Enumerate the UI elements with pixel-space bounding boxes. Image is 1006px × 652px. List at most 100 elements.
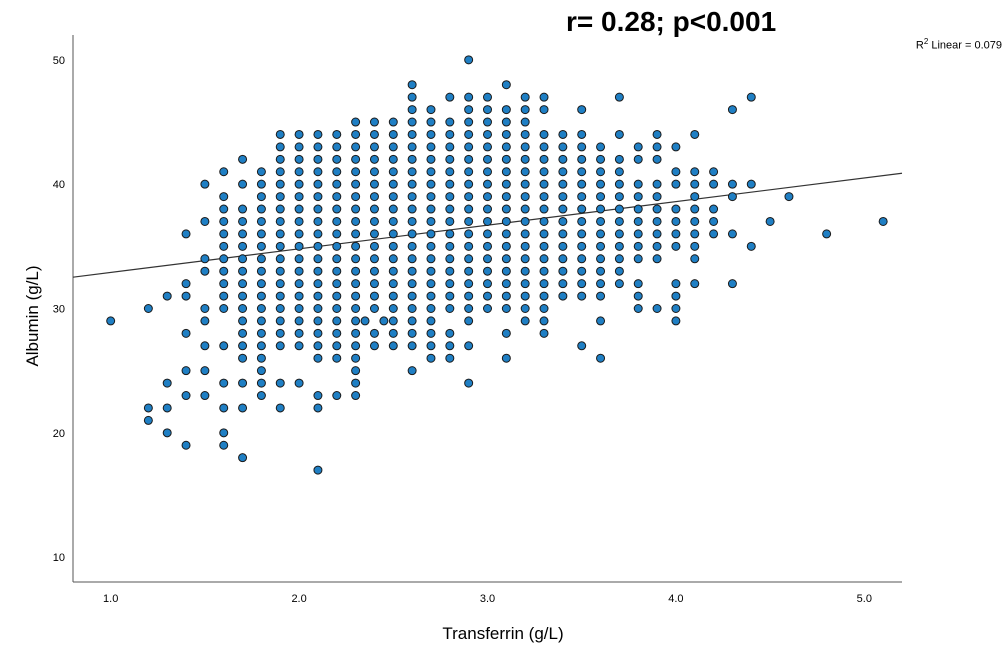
data-point: [445, 192, 455, 202]
data-point: [351, 266, 361, 276]
data-point: [558, 179, 568, 189]
data-point: [539, 167, 549, 177]
data-point: [558, 216, 568, 226]
data-point: [520, 179, 530, 189]
data-point: [238, 453, 248, 463]
data-point: [219, 241, 229, 251]
data-point: [520, 304, 530, 313]
data-point: [332, 391, 342, 401]
data-point: [351, 229, 361, 239]
data-point: [539, 105, 549, 115]
data-point: [577, 241, 587, 251]
data-point: [558, 229, 568, 239]
data-point: [558, 266, 568, 276]
data-point: [256, 279, 266, 289]
data-point: [313, 129, 323, 139]
data-point: [379, 316, 389, 326]
data-point: [219, 229, 229, 239]
data-point: [275, 204, 285, 214]
data-point: [652, 204, 662, 214]
data-point: [256, 229, 266, 239]
data-point: [294, 216, 304, 226]
data-point: [369, 254, 379, 264]
data-point: [596, 204, 606, 214]
data-point: [633, 154, 643, 164]
data-point: [577, 216, 587, 226]
data-point: [520, 167, 530, 177]
data-point: [219, 254, 229, 264]
data-point: [633, 279, 643, 289]
data-point: [238, 403, 248, 413]
data-point: [690, 192, 700, 202]
data-point: [614, 167, 624, 177]
data-point: [256, 167, 266, 177]
data-point: [219, 192, 229, 202]
data-point: [369, 229, 379, 239]
data-point: [690, 229, 700, 239]
data-point: [407, 179, 417, 189]
data-point: [238, 291, 248, 301]
data-point: [501, 266, 511, 276]
data-point: [388, 254, 398, 264]
data-point: [577, 266, 587, 276]
data-point: [332, 254, 342, 264]
data-point: [426, 229, 436, 239]
data-point: [407, 167, 417, 177]
data-point: [614, 204, 624, 214]
data-point: [388, 117, 398, 127]
data-point: [275, 241, 285, 251]
data-point: [501, 254, 511, 264]
data-point: [520, 229, 530, 239]
data-point: [445, 179, 455, 189]
data-point: [294, 204, 304, 214]
data-point: [558, 291, 568, 301]
data-point: [219, 440, 229, 450]
data-point: [652, 304, 662, 313]
data-point: [671, 316, 681, 326]
data-point: [652, 241, 662, 251]
data-point: [501, 179, 511, 189]
data-point: [671, 142, 681, 152]
data-point: [539, 254, 549, 264]
data-point: [464, 204, 474, 214]
data-point: [369, 167, 379, 177]
data-point: [351, 391, 361, 401]
data-point: [483, 216, 492, 226]
data-point: [596, 279, 606, 289]
data-point: [351, 154, 361, 164]
data-point: [614, 279, 624, 289]
data-point: [407, 117, 417, 127]
data-point: [464, 154, 474, 164]
data-point: [426, 353, 436, 363]
data-point: [727, 192, 737, 202]
data-point: [633, 216, 643, 226]
data-point: [558, 279, 568, 289]
data-point: [577, 154, 587, 164]
data-point: [483, 266, 492, 276]
data-point: [822, 229, 832, 239]
data-point: [746, 92, 756, 102]
data-point: [256, 216, 266, 226]
x-tick-label: 4.0: [668, 593, 683, 605]
data-point: [426, 105, 436, 115]
data-point: [200, 366, 210, 376]
data-point: [313, 316, 323, 326]
data-point: [558, 142, 568, 152]
data-point: [539, 316, 549, 326]
data-point: [483, 142, 492, 152]
data-point: [445, 117, 455, 127]
data-point: [520, 316, 530, 326]
data-point: [369, 142, 379, 152]
data-point: [709, 216, 719, 226]
data-point: [275, 229, 285, 239]
data-point: [388, 192, 398, 202]
data-point: [746, 179, 756, 189]
data-point: [577, 229, 587, 239]
data-point: [539, 291, 549, 301]
data-point: [219, 378, 229, 388]
data-point: [709, 229, 719, 239]
data-point: [690, 179, 700, 189]
data-point: [426, 154, 436, 164]
data-point: [464, 304, 474, 313]
data-point: [445, 216, 455, 226]
